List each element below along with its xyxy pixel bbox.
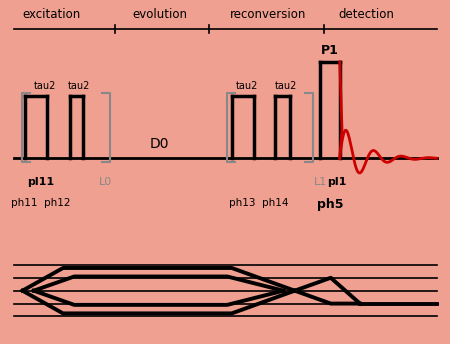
Text: ph13  ph14: ph13 ph14 xyxy=(229,198,288,208)
Text: D0: D0 xyxy=(150,138,170,151)
Text: pl11: pl11 xyxy=(27,177,54,187)
Text: P1: P1 xyxy=(321,44,338,57)
Text: reconversion: reconversion xyxy=(230,8,306,21)
Text: ph5: ph5 xyxy=(318,198,344,211)
Text: excitation: excitation xyxy=(22,8,81,21)
Text: evolution: evolution xyxy=(132,8,187,21)
Text: tau2: tau2 xyxy=(68,81,90,91)
Text: tau2: tau2 xyxy=(34,81,56,91)
Text: L1: L1 xyxy=(314,177,327,187)
Text: ph11  ph12: ph11 ph12 xyxy=(11,198,70,208)
Text: tau2: tau2 xyxy=(235,81,258,91)
Text: tau2: tau2 xyxy=(274,81,297,91)
Text: pl1: pl1 xyxy=(327,177,346,187)
Text: L0: L0 xyxy=(99,177,112,187)
Text: detection: detection xyxy=(339,8,395,21)
